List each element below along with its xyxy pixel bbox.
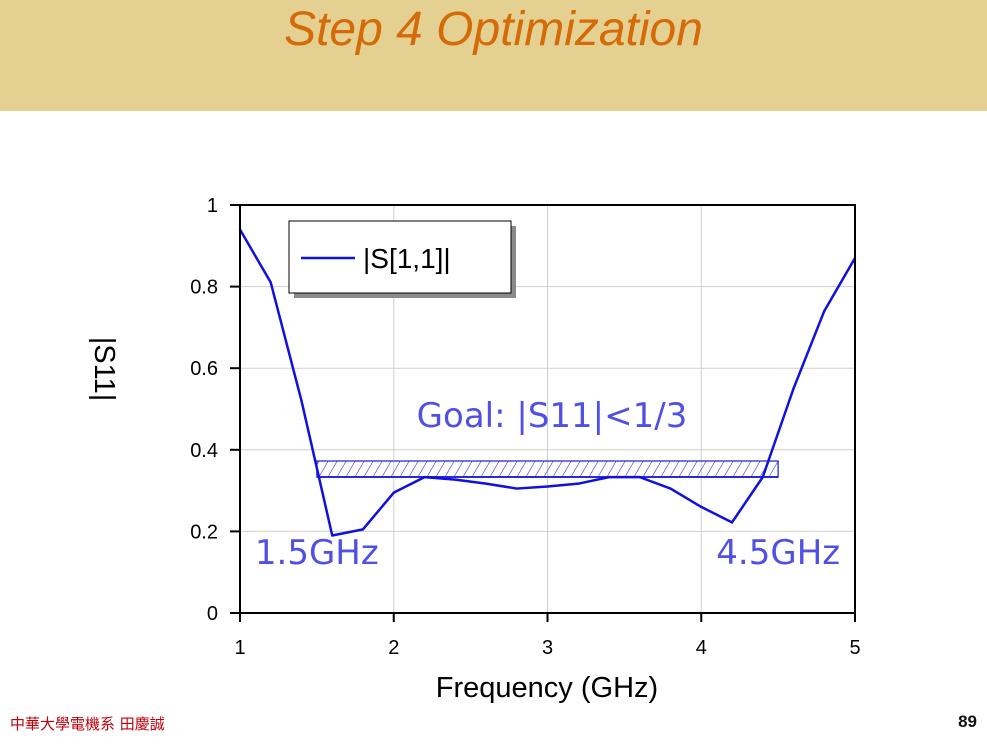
data-point [331, 534, 334, 537]
x-tick-label: 3 [542, 637, 553, 659]
frequency-annotation: 1.5GHz [255, 533, 379, 573]
axes: 1 2 3 4 5 0 0.2 0.4 0.6 0.8 1 [190, 195, 860, 659]
data-point [638, 475, 641, 479]
y-tick-label: 0.6 [190, 358, 218, 380]
x-axis-title: Frequency (GHz) [436, 672, 658, 704]
legend: |S[1,1]| [288, 220, 516, 298]
data-point [515, 487, 518, 490]
data-point [700, 505, 703, 509]
series-layer [238, 228, 857, 537]
goal-label: Goal: |S11|<1/3 [417, 396, 688, 436]
data-point [361, 528, 365, 531]
x-tick-label: 5 [849, 637, 860, 659]
slide-title: Step 4 Optimization [284, 3, 703, 56]
data-point [730, 521, 734, 524]
goal-band [316, 460, 779, 479]
annotations: Goal: |S11|<1/3 1.5GHz 4.5GHz [255, 396, 840, 573]
legend-label: |S[1,1]| [363, 243, 451, 274]
y-tick-label: 0.2 [190, 521, 218, 543]
data-point [669, 487, 672, 490]
data-point [300, 399, 303, 403]
page-number: 89 [958, 712, 977, 731]
y-tick-label: 1 [207, 195, 218, 217]
y-tick-label: 0 [207, 603, 218, 625]
data-point [454, 478, 457, 481]
y-tick-label: 0.4 [190, 440, 218, 462]
goal-hatch [316, 460, 779, 478]
data-point [577, 482, 580, 485]
x-tick-label: 1 [234, 637, 245, 659]
data-point [423, 475, 426, 479]
data-point [392, 491, 395, 494]
data-point [607, 475, 611, 479]
title-band [0, 0, 987, 111]
data-point [484, 482, 488, 485]
data-point [546, 485, 549, 488]
footer-department: 中華大學電機系 田慶誠 [10, 715, 165, 733]
data-point [761, 475, 764, 479]
data-point [269, 281, 272, 284]
data-point [792, 387, 795, 390]
y-tick-label: 0.8 [190, 277, 218, 299]
y-axis-title: |S11| [88, 337, 120, 402]
frequency-annotation: 4.5GHz [716, 533, 840, 573]
x-tick-label: 2 [388, 637, 399, 659]
x-tick-label: 4 [696, 637, 707, 659]
data-point [823, 309, 826, 313]
